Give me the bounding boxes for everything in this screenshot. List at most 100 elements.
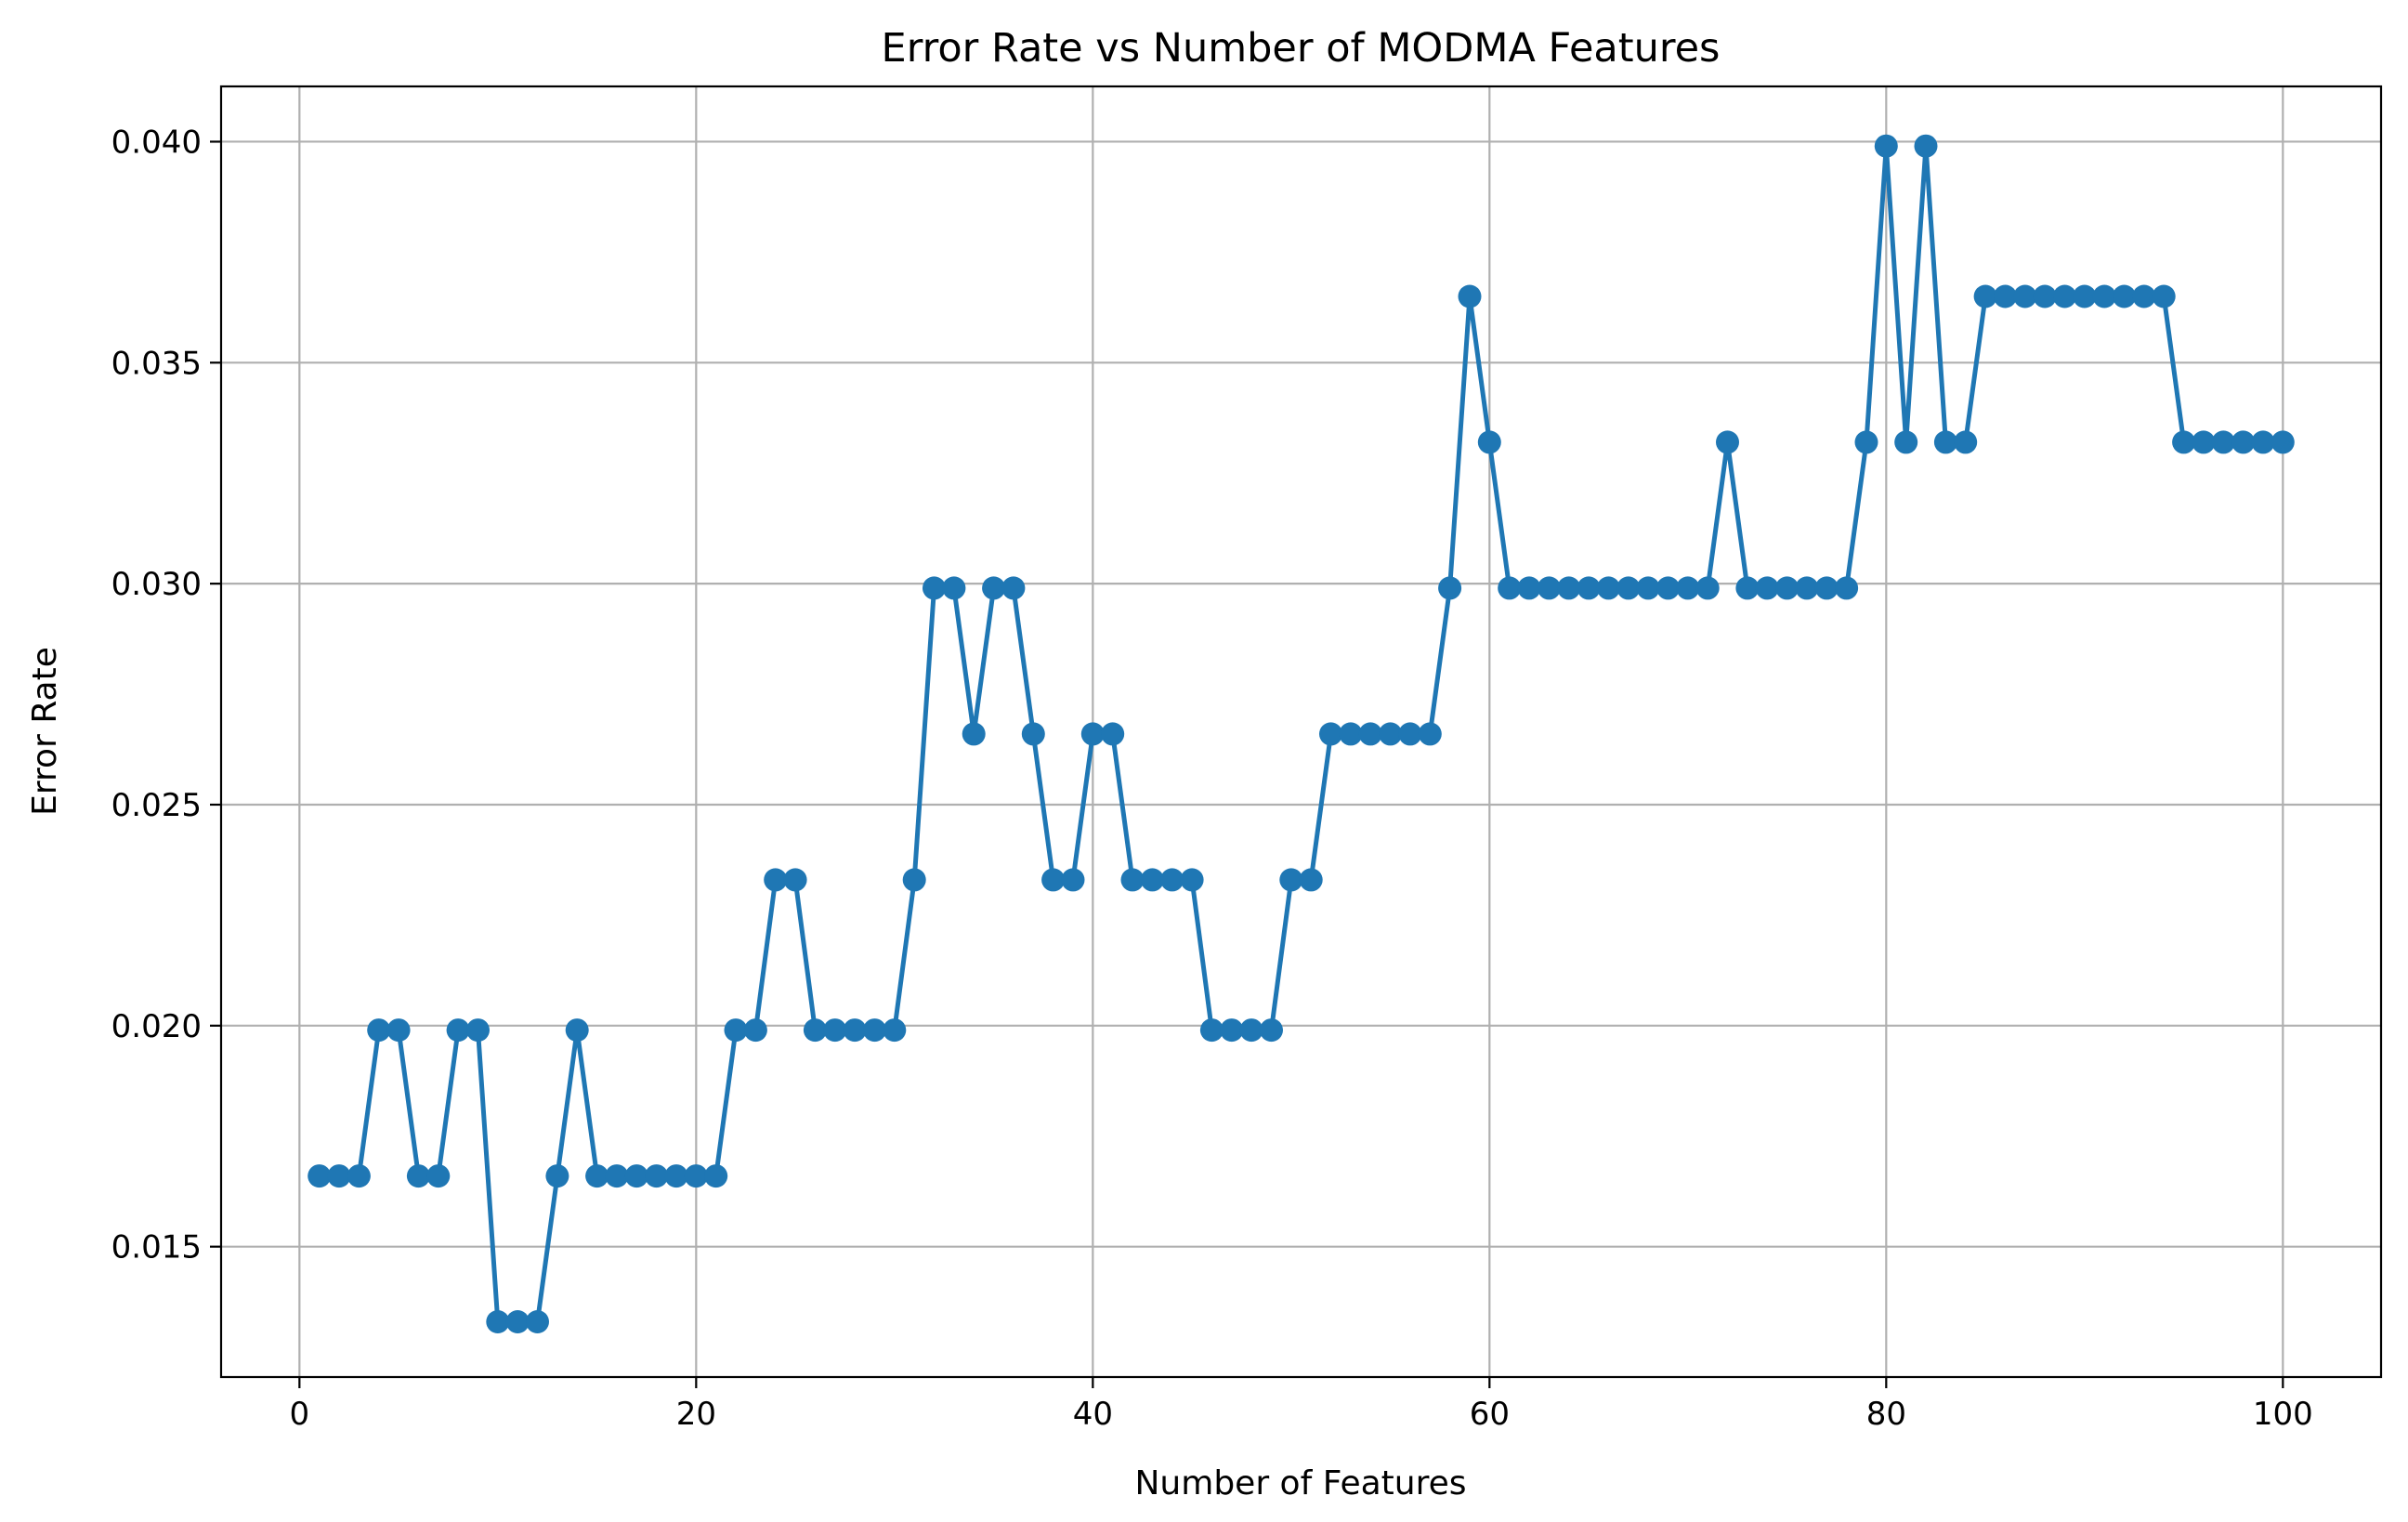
data-point xyxy=(1379,722,1403,746)
data-point xyxy=(2211,430,2235,454)
y-tick-label: 0.020 xyxy=(111,1008,202,1045)
data-point xyxy=(1101,722,1125,746)
data-point xyxy=(2092,284,2116,308)
data-point xyxy=(962,722,986,746)
data-point xyxy=(2152,284,2176,308)
data-point xyxy=(466,1018,490,1043)
data-point xyxy=(2192,430,2216,454)
data-point xyxy=(1695,576,1720,600)
data-point xyxy=(2073,284,2097,308)
data-point xyxy=(2251,430,2275,454)
data-point xyxy=(347,1164,371,1188)
data-point xyxy=(1438,576,1462,600)
y-tick-label: 0.015 xyxy=(111,1229,202,1266)
data-point xyxy=(1676,576,1700,600)
data-point xyxy=(1418,722,1442,746)
data-point xyxy=(585,1164,609,1188)
data-point xyxy=(1557,576,1581,600)
data-point xyxy=(1795,576,1819,600)
data-point xyxy=(1080,722,1105,746)
data-point xyxy=(982,576,1006,600)
y-tick-label: 0.040 xyxy=(111,124,202,161)
data-point xyxy=(2033,284,2057,308)
data-point xyxy=(1477,430,1501,454)
data-point xyxy=(803,1018,827,1043)
data-point xyxy=(645,1164,669,1188)
data-point xyxy=(1755,576,1779,600)
x-tick-label: 80 xyxy=(1866,1396,1906,1433)
y-tick-label: 0.025 xyxy=(111,787,202,824)
data-point xyxy=(764,868,788,892)
x-tick-label: 100 xyxy=(2253,1396,2313,1433)
data-point xyxy=(923,576,946,600)
data-point xyxy=(1021,722,1045,746)
data-point xyxy=(1993,284,2017,308)
data-point xyxy=(1656,576,1680,600)
data-point xyxy=(902,868,926,892)
data-point xyxy=(605,1164,629,1188)
y-tick-label: 0.035 xyxy=(111,345,202,382)
data-point xyxy=(1160,868,1184,892)
x-tick-label: 0 xyxy=(290,1396,310,1433)
data-point xyxy=(1220,1018,1244,1043)
data-point xyxy=(1973,284,1997,308)
data-point xyxy=(1814,576,1839,600)
data-point xyxy=(1735,576,1760,600)
data-point xyxy=(1140,868,1164,892)
data-point xyxy=(1835,576,1859,600)
y-tick-label: 0.030 xyxy=(111,566,202,603)
data-point xyxy=(1260,1018,1283,1043)
data-point xyxy=(1716,430,1739,454)
axis-ticks: 0 20 40 60 80 100 0.015 0.020 0.025 0.030 0.035 0.0… xyxy=(111,124,2313,1433)
data-point xyxy=(486,1310,510,1333)
data-point xyxy=(505,1310,530,1333)
data-point xyxy=(684,1164,708,1188)
data-point xyxy=(664,1164,688,1188)
data-point xyxy=(1319,722,1342,746)
data-point xyxy=(2053,284,2076,308)
grid-lines xyxy=(221,86,2381,1377)
data-point xyxy=(1616,576,1641,600)
data-point xyxy=(1061,868,1085,892)
data-point xyxy=(1596,576,1620,600)
data-point xyxy=(1041,868,1066,892)
data-point xyxy=(1914,134,1938,158)
data-point xyxy=(1954,430,1978,454)
data-point xyxy=(1933,430,1957,454)
data-point xyxy=(1239,1018,1263,1043)
data-point xyxy=(1636,576,1660,600)
data-point xyxy=(367,1018,391,1043)
data-point xyxy=(446,1018,470,1043)
data-point xyxy=(526,1310,549,1333)
y-axis-label: Error Rate xyxy=(26,647,64,816)
data-point xyxy=(624,1164,648,1188)
data-point xyxy=(1339,722,1363,746)
data-point xyxy=(1279,868,1303,892)
data-point xyxy=(1874,134,1898,158)
data-point xyxy=(308,1164,332,1188)
data-series xyxy=(308,134,2295,1333)
data-point xyxy=(327,1164,351,1188)
data-point xyxy=(942,576,966,600)
data-point xyxy=(1299,868,1323,892)
x-tick-label: 40 xyxy=(1073,1396,1113,1433)
data-point xyxy=(2113,284,2136,308)
data-point xyxy=(883,1018,907,1043)
data-point xyxy=(386,1018,411,1043)
data-point xyxy=(406,1164,430,1188)
data-point xyxy=(1001,576,1026,600)
data-point xyxy=(1120,868,1145,892)
data-point xyxy=(1894,430,1918,454)
data-point xyxy=(1498,576,1522,600)
data-point xyxy=(1517,576,1541,600)
data-point xyxy=(743,1018,767,1043)
data-point xyxy=(426,1164,451,1188)
data-point xyxy=(1577,576,1601,600)
plot-frame xyxy=(219,85,2383,1379)
data-point xyxy=(545,1164,569,1188)
data-point xyxy=(1854,430,1878,454)
x-tick-label: 60 xyxy=(1470,1396,1510,1433)
x-axis-label: Number of Features xyxy=(1135,1464,1467,1502)
